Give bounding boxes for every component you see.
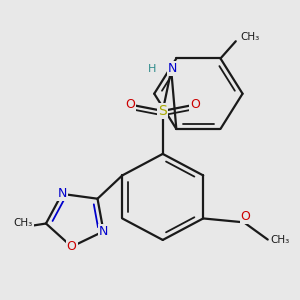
Text: CH₃: CH₃ xyxy=(14,218,33,228)
Text: N: N xyxy=(99,225,108,238)
Text: N: N xyxy=(57,188,67,200)
Text: S: S xyxy=(158,104,167,118)
Text: H: H xyxy=(148,64,157,74)
Text: O: O xyxy=(125,98,135,111)
Text: O: O xyxy=(190,98,200,111)
Text: CH₃: CH₃ xyxy=(241,32,260,42)
Text: N: N xyxy=(168,62,178,75)
Text: O: O xyxy=(67,240,76,253)
Text: O: O xyxy=(241,210,250,224)
Text: CH₃: CH₃ xyxy=(270,235,289,244)
